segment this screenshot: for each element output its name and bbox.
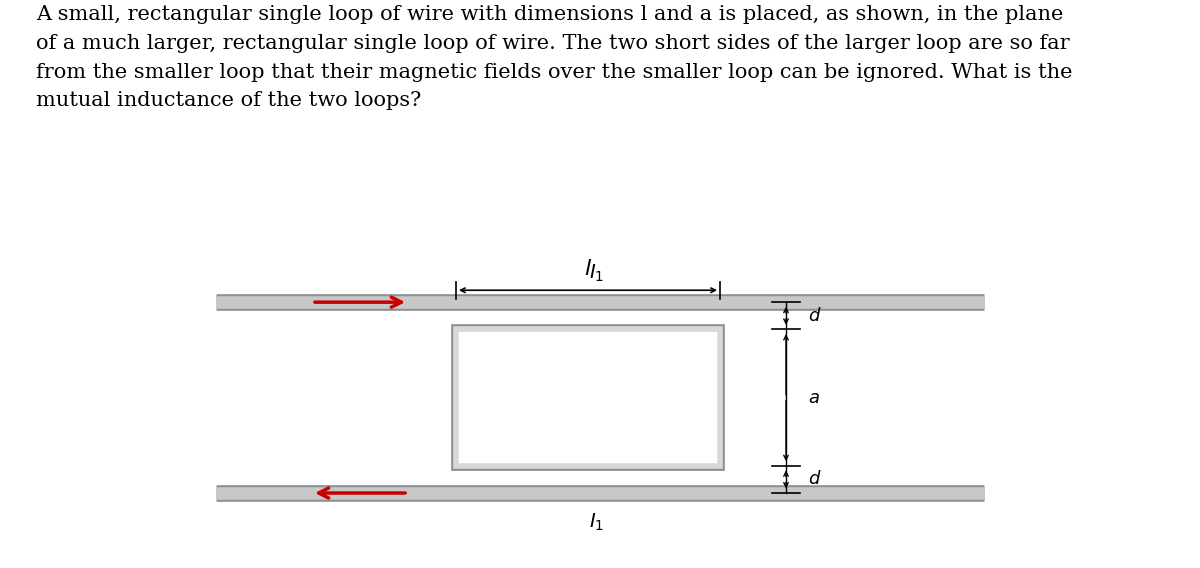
Text: A small, rectangular single loop of wire with dimensions l and a is placed, as s: A small, rectangular single loop of wire… (36, 5, 1073, 110)
Text: $I_1$: $I_1$ (589, 511, 604, 533)
Bar (456, 329, 720, 466)
Text: $d$: $d$ (808, 307, 821, 325)
Text: $a$: $a$ (808, 389, 820, 407)
Text: $I_1$: $I_1$ (589, 262, 604, 284)
Bar (456, 329, 720, 466)
Text: $l$: $l$ (584, 258, 592, 280)
Text: $d$: $d$ (808, 470, 821, 488)
